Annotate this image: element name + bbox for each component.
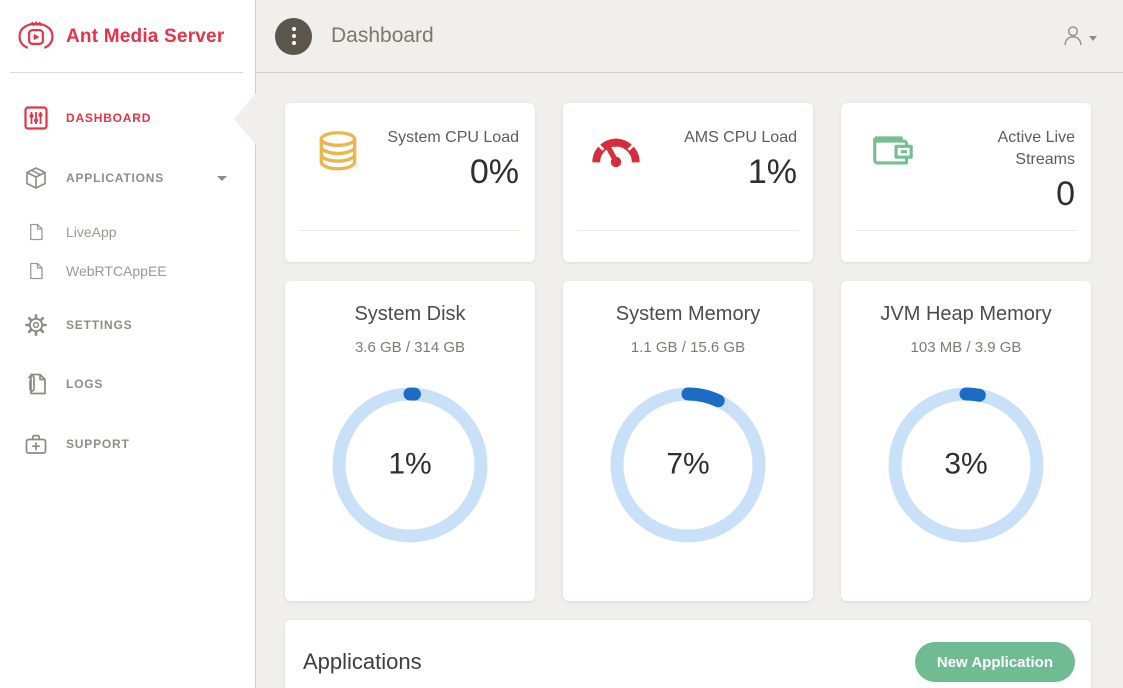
active-item-notch bbox=[234, 93, 256, 145]
system-disk-donut-chart: 1% bbox=[325, 380, 495, 550]
box-icon bbox=[24, 166, 48, 190]
gauge-title: System Disk bbox=[354, 303, 466, 325]
sidebar-item-liveapp[interactable]: LiveApp bbox=[0, 214, 255, 250]
gauge-detail: 1.1 GB / 15.6 GB bbox=[630, 339, 746, 356]
divider bbox=[299, 230, 521, 231]
file-icon bbox=[28, 223, 44, 241]
wallet-icon bbox=[869, 127, 919, 177]
sidebar-item-label: DASHBOARD bbox=[66, 111, 152, 125]
sidebar-item-logs[interactable]: LOGS bbox=[0, 362, 255, 406]
topbar: Dashboard bbox=[256, 0, 1123, 73]
gauge-title: System Memory bbox=[615, 303, 761, 325]
gauge-percent: 3% bbox=[944, 447, 988, 481]
main-area: Dashboard bbox=[256, 0, 1123, 688]
dashboard-content: System CPU Load 0% bbox=[256, 73, 1123, 688]
sidebar-item-settings[interactable]: SETTINGS bbox=[0, 303, 255, 347]
brand[interactable]: Ant Media Server bbox=[0, 0, 255, 73]
gauge-title: JVM Heap Memory bbox=[880, 303, 1052, 325]
gauge-card-jvm-heap-memory: JVM Heap Memory 103 MB / 3.9 GB 3% bbox=[841, 281, 1091, 601]
stat-label: Active Live Streams bbox=[997, 129, 1075, 169]
applications-section: Applications New Application bbox=[285, 620, 1091, 688]
stat-card-system-cpu-load: System CPU Load 0% bbox=[285, 103, 535, 262]
gauge-detail: 3.6 GB / 314 GB bbox=[354, 339, 466, 356]
system-memory-donut-chart: 7% bbox=[603, 380, 773, 550]
sidebar-item-label: LiveApp bbox=[66, 224, 117, 240]
page-title: Dashboard bbox=[331, 24, 434, 47]
stat-value: 0 bbox=[1056, 175, 1075, 214]
gauge-percent: 1% bbox=[388, 447, 432, 481]
gauge-percent: 7% bbox=[666, 447, 710, 481]
stat-card-active-live-streams: Active Live Streams 0 bbox=[841, 103, 1091, 262]
stats-row: System CPU Load 0% bbox=[285, 103, 1091, 262]
chevron-down-icon bbox=[1089, 35, 1097, 41]
sidebar: Ant Media Server DASHBOARD bbox=[0, 0, 256, 688]
chevron-down-icon bbox=[217, 175, 227, 181]
gauge-card-system-disk: System Disk 3.6 GB / 314 GB 1% bbox=[285, 281, 535, 601]
logs-icon bbox=[24, 372, 48, 396]
brand-name: Ant Media Server bbox=[66, 25, 225, 47]
sidebar-nav: DASHBOARD APPLICATIONS bbox=[0, 96, 255, 466]
gear-icon bbox=[24, 313, 48, 337]
ant-media-logo-icon bbox=[15, 18, 57, 56]
stat-card-ams-cpu-load: AMS CPU Load 1% bbox=[563, 103, 813, 262]
sidebar-item-label: LOGS bbox=[66, 377, 104, 391]
dashboard-icon bbox=[24, 106, 48, 130]
user-menu[interactable] bbox=[1061, 24, 1097, 48]
stat-label: AMS CPU Load bbox=[684, 129, 797, 146]
divider bbox=[855, 230, 1077, 231]
sidebar-item-webrtcappee[interactable]: WebRTCAppEE bbox=[0, 253, 255, 289]
kebab-menu-icon[interactable] bbox=[275, 17, 312, 55]
gauge-card-system-memory: System Memory 1.1 GB / 15.6 GB 7% bbox=[563, 281, 813, 601]
sidebar-item-label: APPLICATIONS bbox=[66, 171, 165, 185]
sidebar-item-label: WebRTCAppEE bbox=[66, 263, 167, 279]
sidebar-item-dashboard[interactable]: DASHBOARD bbox=[0, 96, 255, 140]
stat-value: 0% bbox=[469, 153, 519, 192]
stat-value: 1% bbox=[747, 153, 797, 192]
gauge-icon bbox=[591, 127, 641, 177]
gauges-row: System Disk 3.6 GB / 314 GB 1% System Me… bbox=[285, 281, 1091, 601]
sidebar-item-label: SETTINGS bbox=[66, 318, 133, 332]
sidebar-item-label: SUPPORT bbox=[66, 437, 130, 451]
gauge-detail: 103 MB / 3.9 GB bbox=[910, 339, 1022, 356]
stat-label: System CPU Load bbox=[387, 129, 519, 146]
user-icon bbox=[1061, 24, 1085, 48]
sidebar-item-support[interactable]: SUPPORT bbox=[0, 422, 255, 466]
sidebar-item-applications[interactable]: APPLICATIONS bbox=[0, 156, 255, 200]
file-icon bbox=[28, 262, 44, 280]
applications-title: Applications bbox=[303, 649, 422, 674]
support-icon bbox=[24, 432, 48, 456]
jvm-heap-donut-chart: 3% bbox=[881, 380, 1051, 550]
new-application-button[interactable]: New Application bbox=[914, 642, 1075, 682]
divider bbox=[577, 230, 799, 231]
database-icon bbox=[313, 127, 363, 177]
